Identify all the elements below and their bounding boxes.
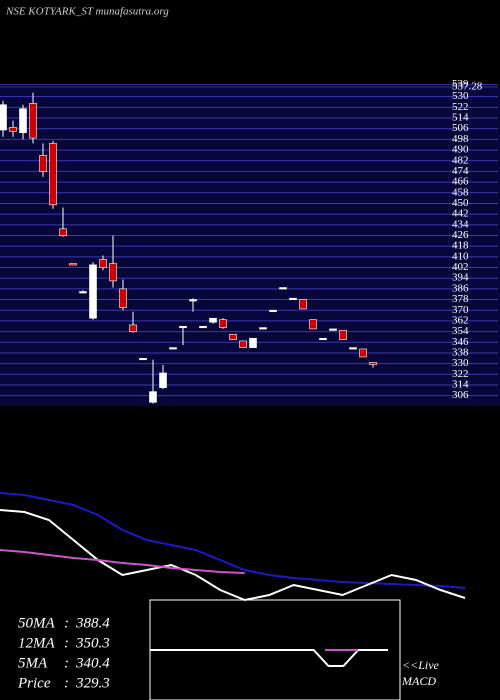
stat-value: 350.3 [75,635,110,651]
y-tick-label: 322 [452,368,469,380]
y-tick-label: 506 [452,122,469,134]
y-tick-label: 434 [452,218,469,230]
candle-body [279,287,287,290]
y-tick-label: 394 [452,272,469,284]
candle-body [239,340,247,348]
y-tick-label: 537.28 [452,81,483,93]
y-tick-label: 466 [452,176,469,188]
candle-body [149,391,157,403]
live-label: <<Live [402,658,440,672]
candle-body [199,325,207,329]
macd-label: MACD [401,674,436,688]
candle-body [119,288,127,308]
price-band [0,88,500,406]
stat-label: 12MA [18,635,55,651]
stat-separator: : [64,615,69,631]
candle-body [259,327,267,330]
candle-body [49,143,57,206]
y-tick-label: 474 [452,165,469,177]
y-tick-label: 378 [452,293,469,305]
y-tick-label: 370 [452,304,469,316]
candle-body [9,127,17,132]
y-tick-label: 386 [452,282,469,294]
candle-body [179,325,187,329]
candle-body [189,299,197,302]
stat-value: 388.4 [75,615,110,631]
candle-body [109,263,117,282]
candle-body [99,259,107,268]
candle-body [69,263,77,266]
candle-body [29,103,37,139]
y-tick-label: 442 [452,208,469,220]
candle-body [19,108,27,134]
y-tick-label: 514 [452,112,469,124]
y-tick-label: 402 [452,261,469,273]
y-tick-label: 426 [452,229,469,241]
candle-body [129,324,137,332]
candle-body [319,337,327,341]
candle-body [299,299,307,310]
candle-body [229,333,237,340]
y-tick-label: 314 [452,379,469,391]
stat-label: 50MA [18,615,55,631]
candle-body [159,372,167,388]
y-tick-label: 530 [452,90,469,102]
candle-body [139,357,147,361]
chart-title: NSE KOTYARK_ST munafasutra.org [5,6,169,18]
candle-body [289,297,297,301]
y-tick-label: 306 [452,389,469,401]
y-tick-label: 354 [452,325,469,337]
y-tick-label: 490 [452,144,469,156]
y-tick-label: 522 [452,101,469,113]
candle-body [369,361,377,365]
stat-separator: : [64,675,69,691]
y-tick-label: 338 [452,346,469,358]
stat-separator: : [64,635,69,651]
candle-body [59,228,67,236]
candle-body [329,328,337,331]
stat-label: 5MA [18,655,48,671]
y-tick-label: 346 [452,336,469,348]
stat-separator: : [64,655,69,671]
ma-line [0,492,466,589]
candle-body [0,104,7,131]
candle-body [169,347,177,350]
y-tick-label: 330 [452,357,469,369]
candle-body [89,264,97,319]
y-tick-label: 450 [452,197,469,209]
y-tick-label: 410 [452,250,469,262]
candle-body [339,329,347,340]
candle-body [359,348,367,358]
y-tick-label: 418 [452,240,469,252]
y-tick-label: 362 [452,314,469,326]
stat-value: 340.4 [75,655,110,671]
candle-body [269,309,277,313]
candle-body [39,155,47,172]
candle-body [209,317,217,323]
candle-body [219,319,227,328]
candle-body [309,319,317,330]
y-tick-label: 458 [452,186,469,198]
candle-body [79,291,87,294]
ma-line [0,549,245,574]
y-tick-label: 482 [452,154,469,166]
ma-line [0,509,466,602]
candle-body [249,337,257,348]
stat-label: Price [17,675,51,691]
candle-body [349,347,357,350]
macd-line [150,649,388,667]
stat-value: 329.3 [75,675,110,691]
y-tick-label: 498 [452,133,469,145]
